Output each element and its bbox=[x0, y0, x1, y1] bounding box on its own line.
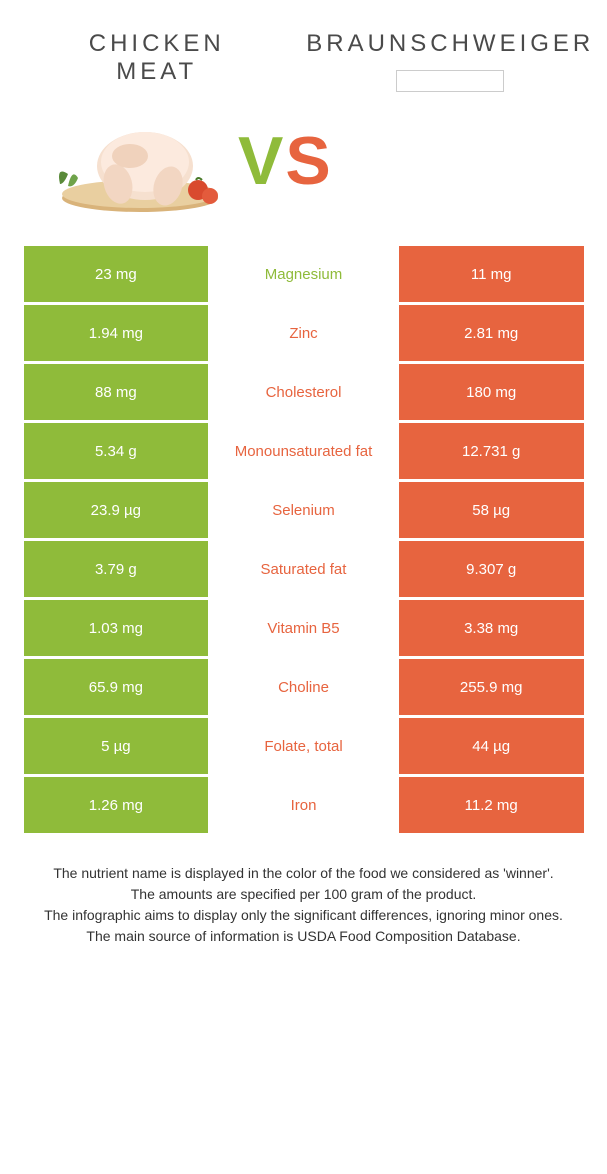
nutrient-label: Iron bbox=[211, 777, 396, 833]
vs-label: VS bbox=[238, 122, 333, 200]
left-value: 23 mg bbox=[24, 246, 209, 302]
right-value: 12.731 g bbox=[399, 423, 584, 479]
nutrient-row: 65.9 mgCholine255.9 mg bbox=[24, 659, 584, 715]
right-value: 180 mg bbox=[399, 364, 584, 420]
left-value: 5 µg bbox=[24, 718, 209, 774]
nutrient-row: 23.9 µgSelenium58 µg bbox=[24, 482, 584, 538]
right-value: 9.307 g bbox=[399, 541, 584, 597]
nutrient-row: 5 µgFolate, total44 µg bbox=[24, 718, 584, 774]
nutrient-row: 3.79 gSaturated fat9.307 g bbox=[24, 541, 584, 597]
footer-line-2: The amounts are specified per 100 gram o… bbox=[24, 884, 584, 905]
left-food-title: CHICKEN MEAT bbox=[10, 30, 304, 86]
hero-row: VS bbox=[10, 106, 597, 216]
left-food-title-line2: MEAT bbox=[10, 58, 304, 86]
right-value: 11.2 mg bbox=[399, 777, 584, 833]
right-value: 3.38 mg bbox=[399, 600, 584, 656]
left-value: 3.79 g bbox=[24, 541, 209, 597]
left-value: 88 mg bbox=[24, 364, 209, 420]
nutrient-table: 23 mgMagnesium11 mg1.94 mgZinc2.81 mg88 … bbox=[24, 246, 584, 833]
right-food-title-block: BRAUNSCHWEIGER bbox=[304, 30, 598, 92]
nutrient-label: Monounsaturated fat bbox=[211, 423, 396, 479]
nutrient-row: 23 mgMagnesium11 mg bbox=[24, 246, 584, 302]
header: CHICKEN MEAT BRAUNSCHWEIGER bbox=[10, 30, 597, 92]
nutrient-label: Choline bbox=[211, 659, 396, 715]
right-value: 2.81 mg bbox=[399, 305, 584, 361]
nutrient-label: Magnesium bbox=[211, 246, 396, 302]
left-value: 1.94 mg bbox=[24, 305, 209, 361]
nutrient-row: 1.03 mgVitamin B53.38 mg bbox=[24, 600, 584, 656]
nutrient-label: Vitamin B5 bbox=[211, 600, 396, 656]
left-value: 23.9 µg bbox=[24, 482, 209, 538]
nutrient-label: Selenium bbox=[211, 482, 396, 538]
footer-line-1: The nutrient name is displayed in the co… bbox=[24, 863, 584, 884]
right-value: 44 µg bbox=[399, 718, 584, 774]
vs-s: S bbox=[285, 123, 332, 199]
right-food-image-placeholder bbox=[396, 70, 504, 92]
nutrient-label: Saturated fat bbox=[211, 541, 396, 597]
footer-line-3: The infographic aims to display only the… bbox=[24, 905, 584, 926]
nutrient-row: 88 mgCholesterol180 mg bbox=[24, 364, 584, 420]
footer-line-4: The main source of information is USDA F… bbox=[24, 926, 584, 947]
nutrient-row: 1.26 mgIron11.2 mg bbox=[24, 777, 584, 833]
right-value: 58 µg bbox=[399, 482, 584, 538]
left-value: 1.26 mg bbox=[24, 777, 209, 833]
left-value: 65.9 mg bbox=[24, 659, 209, 715]
footer-notes: The nutrient name is displayed in the co… bbox=[24, 863, 584, 947]
chicken-on-board-icon bbox=[50, 106, 220, 216]
nutrient-label: Folate, total bbox=[211, 718, 396, 774]
left-food-title-line1: CHICKEN bbox=[10, 30, 304, 58]
right-value: 255.9 mg bbox=[399, 659, 584, 715]
left-value: 5.34 g bbox=[24, 423, 209, 479]
left-value: 1.03 mg bbox=[24, 600, 209, 656]
vs-v: V bbox=[238, 123, 285, 199]
nutrient-label: Cholesterol bbox=[211, 364, 396, 420]
nutrient-row: 5.34 gMonounsaturated fat12.731 g bbox=[24, 423, 584, 479]
nutrient-label: Zinc bbox=[211, 305, 396, 361]
right-value: 11 mg bbox=[399, 246, 584, 302]
nutrient-row: 1.94 mgZinc2.81 mg bbox=[24, 305, 584, 361]
right-food-title: BRAUNSCHWEIGER bbox=[304, 30, 598, 58]
